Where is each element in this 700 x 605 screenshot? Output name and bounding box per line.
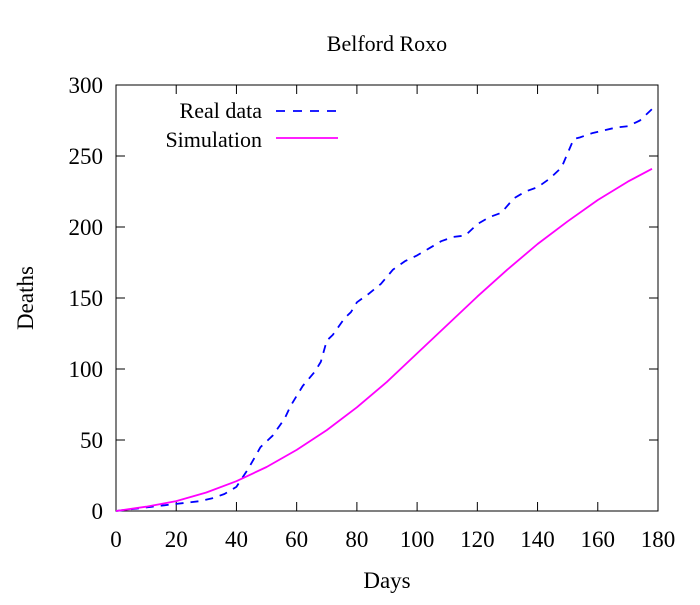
y-tick-label: 100	[69, 357, 104, 382]
y-tick-label: 150	[69, 286, 104, 311]
y-tick-label: 200	[69, 215, 104, 240]
x-tick-label: 180	[641, 527, 676, 552]
x-tick-label: 60	[285, 527, 308, 552]
legend: Real data Simulation	[165, 98, 338, 152]
series-line-real-data	[115, 108, 653, 512]
x-tick-label: 120	[460, 527, 495, 552]
y-axis-ticks: 0 50 100 150 200 250 300	[69, 73, 658, 524]
legend-label-real-data: Real data	[180, 98, 263, 123]
chart-title: Belford Roxo	[327, 31, 447, 56]
x-tick-label: 0	[110, 527, 122, 552]
legend-label-simulation: Simulation	[165, 127, 262, 152]
series-line-simulation	[115, 168, 653, 512]
x-tick-label: 40	[225, 527, 248, 552]
series-layer	[115, 108, 653, 512]
y-tick-label: 250	[69, 144, 104, 169]
y-tick-label: 50	[80, 428, 103, 453]
x-tick-label: 160	[581, 527, 616, 552]
y-tick-label: 300	[69, 73, 104, 98]
x-tick-label: 20	[165, 527, 188, 552]
y-tick-label: 0	[92, 499, 104, 524]
x-tick-label: 80	[345, 527, 368, 552]
x-axis-label: Days	[363, 568, 410, 593]
y-axis-label: Deaths	[13, 266, 38, 330]
x-tick-label: 140	[520, 527, 555, 552]
x-axis-ticks: 0 20 40 60 80 100 120 140 160 180	[110, 85, 675, 552]
x-tick-label: 100	[400, 527, 435, 552]
